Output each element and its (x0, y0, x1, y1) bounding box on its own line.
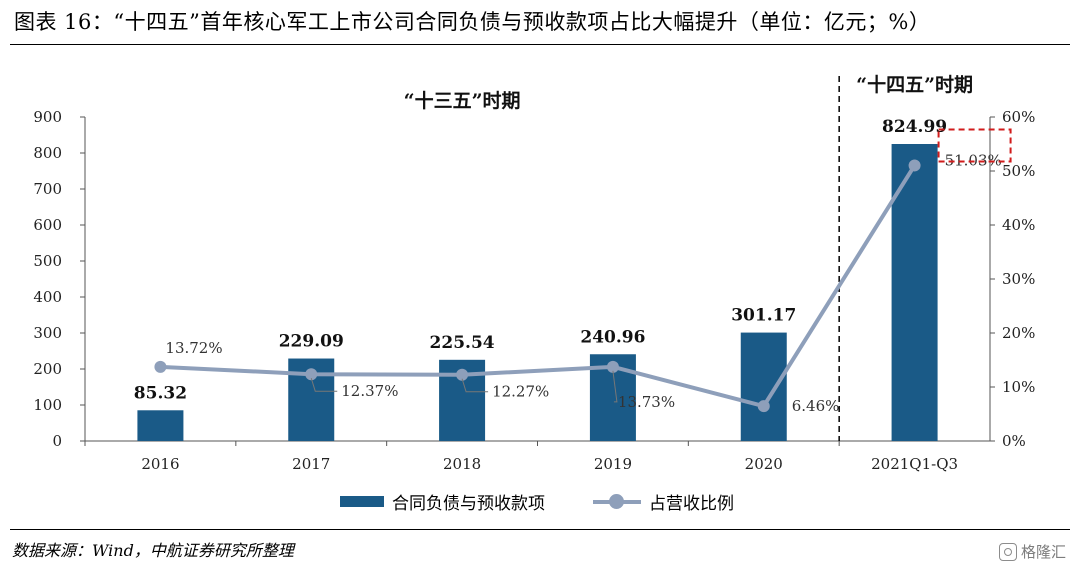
ratio-value-label: 12.37% (341, 382, 398, 400)
ratio-value-label: 13.72% (165, 339, 222, 357)
watermark: 格隆汇 (998, 541, 1066, 562)
bar-value-label: 301.17 (731, 306, 796, 326)
ratio-value-label: 13.73% (618, 393, 675, 411)
legend-item-bar: 合同负债与预收款项 (340, 489, 545, 514)
ratio-label-leader (612, 370, 618, 403)
x-category-label: 2021Q1-Q3 (871, 455, 958, 473)
watermark-logo-icon (998, 542, 1017, 561)
combo-chart: 0 100 200 300 400 500 600 700 800 900 0% 10% 20% 30% 4… (33, 73, 1035, 473)
x-category-label: 2016 (141, 455, 179, 473)
ratio-point (154, 360, 167, 373)
y-left-tick-label: 700 (33, 180, 62, 198)
ratio-point (908, 159, 921, 172)
y-left-tick-label: 600 (33, 216, 62, 234)
title-rule (10, 44, 1070, 45)
y-left-tick-label: 500 (33, 252, 62, 270)
y-right-tick-label: 60% (1002, 108, 1035, 126)
y-right-tick-label: 0% (1002, 432, 1026, 450)
ratio-label-leader (461, 378, 489, 393)
y-left-tick-label: 100 (33, 396, 62, 414)
legend-line-swatch (593, 493, 641, 509)
legend-line-label: 占营收比例 (649, 494, 734, 514)
watermark-text: 格隆汇 (1020, 543, 1066, 561)
y-right-tick-label: 50% (1002, 162, 1035, 180)
bar-value-label: 229.09 (279, 332, 344, 352)
legend-bar-label: 合同负债与预收款项 (392, 494, 545, 514)
y-right-tick-label: 40% (1002, 216, 1035, 234)
ratio-point (456, 368, 469, 381)
footer-rule (10, 529, 1070, 530)
ratio-point (757, 400, 770, 413)
y-left-tick-label: 400 (33, 288, 62, 306)
source-note: 数据来源：Wind，中航证券研究所整理 (12, 541, 294, 560)
bar-value-label: 225.54 (430, 333, 495, 353)
highlight-box (937, 128, 1012, 163)
y-left-tick-label: 0 (52, 432, 62, 450)
ratio-label-leader (310, 378, 338, 392)
ratio-point (305, 368, 318, 381)
x-category-label: 2017 (292, 455, 330, 473)
bar-value-label: 240.96 (580, 327, 645, 347)
bar-value-label: 824.99 (882, 117, 947, 137)
chart-title: 图表 16：“十四五”首年核心军工上市公司合同负债与预收款项占比大幅提升（单位：… (14, 10, 931, 34)
x-category-label: 2020 (745, 455, 783, 473)
legend-item-line: 占营收比例 (593, 489, 734, 514)
y-left-tick-label: 200 (33, 360, 62, 378)
ratio-point (606, 360, 619, 373)
bar (137, 410, 184, 441)
x-category-label: 2019 (594, 455, 632, 473)
period-label-13th: “十三五”时期 (404, 89, 521, 112)
y-right-tick-label: 30% (1002, 270, 1035, 288)
ratio-value-label: 6.46% (792, 397, 840, 415)
bar (740, 332, 787, 441)
x-category-label: 2018 (443, 455, 481, 473)
legend: 合同负债与预收款项 占营收比例 (340, 489, 782, 514)
legend-bar-swatch (340, 496, 384, 507)
ratio-line (160, 164, 917, 409)
y-left-tick-label: 900 (33, 108, 62, 126)
y-right-tick-label: 20% (1002, 324, 1035, 342)
ratio-value-label: 12.27% (492, 383, 549, 401)
y-left-tick-label: 800 (33, 144, 62, 162)
period-label-14th: “十四五”时期 (856, 73, 973, 96)
y-right-tick-label: 10% (1002, 378, 1035, 396)
y-left-tick-label: 300 (33, 324, 62, 342)
bar-value-label: 85.32 (134, 383, 187, 403)
